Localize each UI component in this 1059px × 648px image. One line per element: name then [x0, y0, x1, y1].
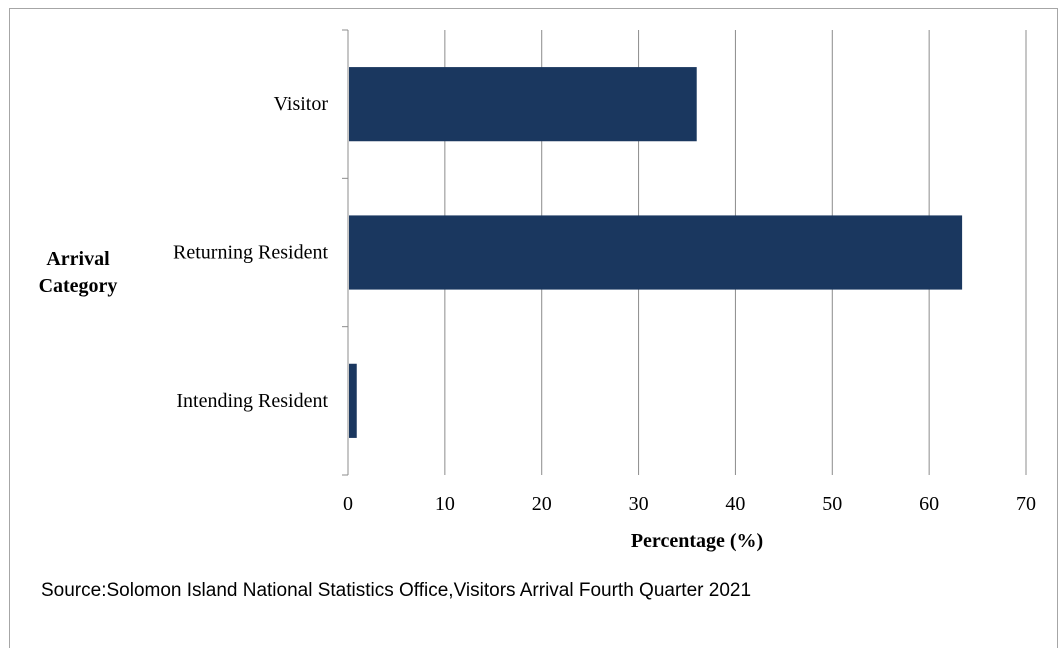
category-labels: Visitor Returning Resident Intending Resid…	[173, 93, 328, 412]
x-tick-label: 10	[435, 493, 455, 515]
x-tick-label: 40	[725, 493, 745, 515]
x-tick-label: 30	[629, 493, 649, 515]
bars	[349, 67, 963, 438]
category-label: Returning Resident	[173, 242, 328, 264]
x-tick-label: 60	[919, 493, 939, 515]
chart-frame	[9, 8, 1058, 648]
bar	[349, 363, 357, 438]
x-tick-label: 70	[1016, 493, 1036, 515]
x-tick-label: 20	[532, 493, 552, 515]
tick-labels: 0 10 20 30 40 50 60 70	[343, 493, 1036, 515]
x-tick-label: 50	[822, 493, 842, 515]
y-axis-label: Arrival Category	[39, 248, 118, 297]
x-tick-label: 0	[343, 493, 353, 515]
y-axis-label-line: Arrival	[46, 248, 110, 270]
bar	[349, 215, 963, 290]
category-label: Intending Resident	[176, 390, 328, 412]
axes	[342, 29, 349, 476]
bar	[349, 67, 697, 142]
y-axis-label-line: Category	[39, 275, 118, 297]
x-axis-label: Percentage (%)	[631, 530, 763, 552]
category-label: Visitor	[274, 93, 329, 115]
source-note: Source:Solomon Island National Statistic…	[41, 580, 752, 601]
